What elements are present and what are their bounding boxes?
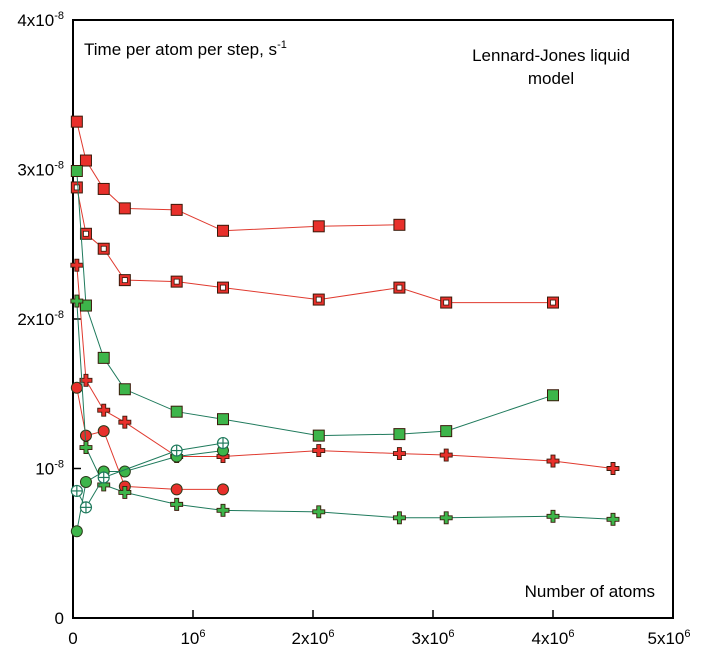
series-line <box>76 450 224 532</box>
data-point <box>216 503 230 517</box>
data-point <box>547 296 559 309</box>
data-point <box>547 389 559 402</box>
data-point <box>312 505 326 519</box>
data-point <box>217 281 229 294</box>
data-point <box>79 227 92 240</box>
data-point <box>79 154 92 167</box>
data-point <box>170 483 183 496</box>
data-point <box>217 413 229 426</box>
series-line <box>76 301 614 520</box>
plot-frame <box>72 19 674 619</box>
data-point <box>79 501 93 514</box>
data-point <box>170 444 183 457</box>
series-red-square-filled <box>70 115 406 237</box>
data-point <box>70 484 83 498</box>
data-point <box>170 497 184 511</box>
data-point <box>97 403 111 417</box>
data-point <box>97 242 110 255</box>
x-tick-label: 3x106 <box>412 628 455 648</box>
series-red-cross <box>70 258 620 475</box>
data-point <box>312 444 326 458</box>
y-tick-label: 4x10-8 <box>17 10 64 30</box>
data-point <box>70 525 83 538</box>
x-tick-label: 106 <box>180 628 205 648</box>
data-point <box>312 429 325 442</box>
data-point <box>606 512 620 526</box>
series-line <box>76 187 553 304</box>
series-line <box>76 170 554 437</box>
data-point <box>97 471 110 484</box>
data-point <box>170 203 183 216</box>
series-red-square-open <box>70 181 559 309</box>
y-tick-label: 3x10-8 <box>17 160 64 180</box>
data-point <box>97 425 110 438</box>
data-point <box>70 115 83 128</box>
data-point <box>79 299 92 312</box>
x-tick-label: 2x106 <box>292 628 335 648</box>
series-green-cross <box>70 294 620 526</box>
data-point <box>97 351 110 364</box>
data-point <box>79 475 92 488</box>
data-point <box>439 511 453 525</box>
data-point <box>606 462 620 475</box>
y-tick-label: 2x10-8 <box>17 309 64 329</box>
data-point <box>312 293 325 306</box>
data-point <box>70 381 83 394</box>
data-point <box>97 182 110 195</box>
x-tick-label: 0 <box>68 629 77 648</box>
data-point <box>216 436 230 450</box>
data-point <box>79 373 93 387</box>
series-green-circle-cross <box>70 436 230 514</box>
data-point <box>217 224 229 237</box>
series-line <box>76 121 400 232</box>
data-point <box>546 454 560 468</box>
data-point <box>392 511 406 525</box>
series-green-circle-filled <box>70 444 229 538</box>
x-tick-label: 5x106 <box>648 628 691 648</box>
data-point <box>70 181 83 194</box>
data-point <box>118 485 132 499</box>
data-point <box>170 405 183 418</box>
data-point <box>217 483 229 496</box>
data-point <box>79 441 93 455</box>
y-tick-label: 0 <box>55 609 64 628</box>
data-point <box>170 275 183 288</box>
data-point <box>70 258 84 272</box>
data-point <box>118 383 131 396</box>
data-point <box>118 202 131 215</box>
data-point <box>440 425 453 438</box>
model-label-line1: Lennard-Jones liquid <box>472 46 630 65</box>
y-tick-label: 10-8 <box>35 459 64 479</box>
data-point <box>393 281 406 294</box>
data-point <box>118 274 131 287</box>
data-point <box>392 447 406 460</box>
x-axis-label: Number of atoms <box>525 582 655 601</box>
data-point <box>393 428 406 441</box>
data-point <box>70 164 83 177</box>
data-point <box>393 218 406 231</box>
data-point <box>118 415 132 429</box>
data-point <box>439 448 453 462</box>
data-point <box>546 509 560 523</box>
y-axis-label: Time per atom per step, s-1 <box>84 39 287 59</box>
model-label-line2: model <box>528 69 574 88</box>
data-point <box>312 220 325 233</box>
data-point <box>70 294 84 308</box>
series-green-square-filled <box>70 164 559 442</box>
x-tick-label: 4x106 <box>532 628 575 648</box>
data-point <box>440 296 453 309</box>
